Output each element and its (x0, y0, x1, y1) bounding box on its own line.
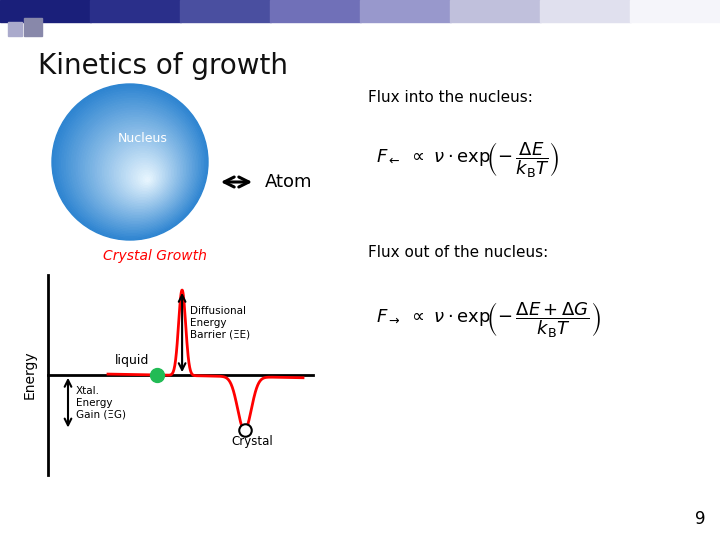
Bar (0, 0, 91, 22)
Text: Xtal.
Energy
Gain (ΞG): Xtal. Energy Gain (ΞG) (76, 386, 126, 419)
Bar (270, 0, 361, 22)
Text: Diffusional
Energy
Barrier (ΞE): Diffusional Energy Barrier (ΞE) (190, 306, 251, 339)
Circle shape (120, 151, 166, 198)
Bar (540, 0, 631, 22)
Circle shape (131, 163, 158, 191)
Circle shape (122, 153, 164, 197)
Circle shape (124, 156, 163, 195)
Text: Nucleus: Nucleus (118, 132, 168, 145)
Circle shape (57, 89, 205, 237)
Circle shape (69, 101, 197, 230)
Circle shape (71, 103, 196, 228)
Circle shape (93, 125, 182, 214)
Circle shape (81, 113, 190, 222)
Circle shape (105, 137, 175, 207)
Circle shape (117, 149, 168, 199)
Bar (8, 2, 26, 20)
Text: 9: 9 (696, 510, 706, 528)
Circle shape (52, 84, 208, 240)
Circle shape (136, 168, 156, 187)
Circle shape (102, 134, 176, 208)
Circle shape (95, 127, 181, 213)
Circle shape (109, 141, 172, 204)
Circle shape (78, 110, 192, 224)
Text: Flux out of the nucleus:: Flux out of the nucleus: (368, 245, 548, 260)
Text: Energy: Energy (23, 350, 37, 399)
Circle shape (145, 178, 150, 181)
Circle shape (98, 130, 179, 212)
Circle shape (112, 144, 171, 202)
Circle shape (59, 91, 204, 235)
Circle shape (62, 93, 202, 234)
Text: $F_{\leftarrow}\ \propto\ \nu \cdot \mathrm{exp}\!\left(-\,\dfrac{\Delta E}{k_{\: $F_{\leftarrow}\ \propto\ \nu \cdot \mat… (376, 140, 559, 180)
Bar (360, 0, 451, 22)
Circle shape (84, 115, 189, 220)
Text: Crystal: Crystal (232, 435, 274, 448)
Circle shape (127, 158, 161, 193)
Bar (180, 0, 271, 22)
Bar (8, 22, 22, 36)
Bar (630, 0, 720, 22)
Text: liquid: liquid (114, 354, 149, 367)
Circle shape (76, 108, 193, 225)
Circle shape (64, 96, 200, 233)
Circle shape (138, 171, 154, 186)
Text: Crystal Growth: Crystal Growth (103, 249, 207, 263)
Circle shape (100, 132, 178, 210)
Circle shape (73, 106, 194, 226)
Circle shape (91, 123, 184, 216)
Circle shape (66, 98, 199, 231)
Circle shape (134, 166, 157, 189)
Bar (90, 0, 181, 22)
Circle shape (143, 175, 151, 183)
Circle shape (88, 120, 186, 218)
Bar (450, 0, 541, 22)
Circle shape (107, 139, 174, 206)
Text: Atom: Atom (265, 173, 312, 191)
Circle shape (55, 86, 207, 239)
Text: $F_{\rightarrow}\ \propto\ \nu \cdot \mathrm{exp}\!\left(-\,\dfrac{\Delta E + \D: $F_{\rightarrow}\ \propto\ \nu \cdot \ma… (376, 300, 600, 340)
Circle shape (129, 161, 160, 192)
Circle shape (114, 146, 169, 201)
Circle shape (86, 118, 187, 219)
Bar (24, 18, 42, 36)
Text: Flux into the nucleus:: Flux into the nucleus: (368, 90, 533, 105)
Circle shape (141, 173, 153, 185)
Text: Kinetics of growth: Kinetics of growth (38, 52, 288, 80)
